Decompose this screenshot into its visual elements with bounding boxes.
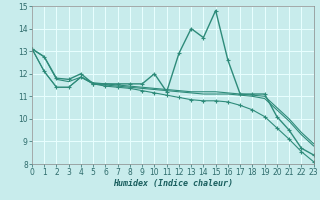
- X-axis label: Humidex (Indice chaleur): Humidex (Indice chaleur): [113, 179, 233, 188]
